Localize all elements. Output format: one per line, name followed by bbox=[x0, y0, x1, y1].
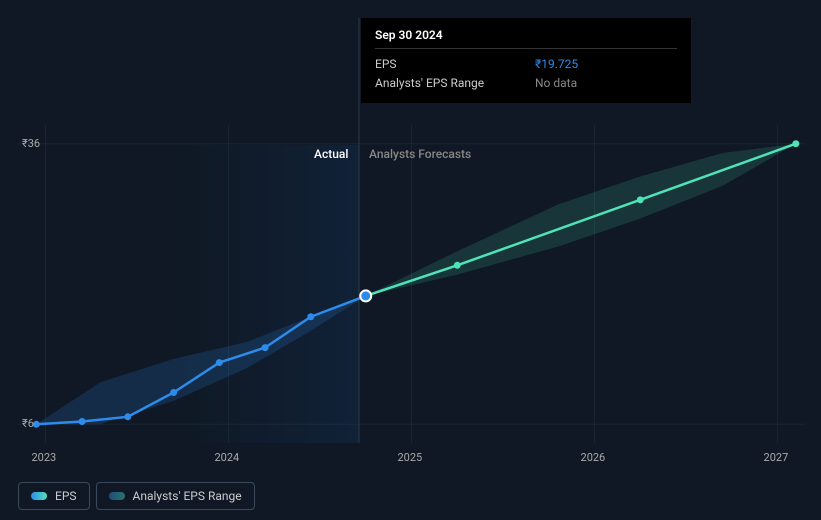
legend-label: EPS bbox=[55, 489, 77, 503]
y-axis-label: ₹6 bbox=[22, 417, 34, 430]
chart-tooltip: Sep 30 2024 EPS₹19.725Analysts' EPS Rang… bbox=[361, 18, 691, 103]
tooltip-row: EPS ₹19.725 bbox=[375, 55, 677, 74]
section-label-forecast: Analysts Forecasts bbox=[369, 147, 471, 161]
legend-item[interactable]: Analysts' EPS Range bbox=[96, 482, 255, 510]
x-axis-label: 2027 bbox=[764, 451, 789, 464]
x-axis-label: 2025 bbox=[398, 451, 423, 464]
chart-legend: EPS Analysts' EPS Range bbox=[18, 482, 255, 510]
section-label-actual: Actual bbox=[314, 147, 348, 161]
legend-swatch bbox=[109, 492, 125, 500]
legend-label: Analysts' EPS Range bbox=[133, 489, 242, 503]
legend-swatch bbox=[31, 492, 47, 500]
tooltip-row: Analysts' EPS Range No data bbox=[375, 74, 677, 93]
legend-item[interactable]: EPS bbox=[18, 482, 90, 510]
x-axis-label: 2026 bbox=[581, 451, 606, 464]
x-axis-label: 2023 bbox=[31, 451, 56, 464]
tooltip-row-value: No data bbox=[535, 74, 577, 93]
tooltip-row-label: Analysts' EPS Range bbox=[375, 74, 495, 93]
tooltip-row-label: EPS bbox=[375, 55, 495, 74]
tooltip-date: Sep 30 2024 bbox=[375, 28, 677, 49]
eps-chart: Sep 30 2024 EPS₹19.725Analysts' EPS Rang… bbox=[0, 0, 821, 520]
x-axis-label: 2024 bbox=[214, 451, 239, 464]
y-axis-label: ₹36 bbox=[22, 137, 40, 150]
tooltip-row-value: ₹19.725 bbox=[535, 55, 578, 74]
